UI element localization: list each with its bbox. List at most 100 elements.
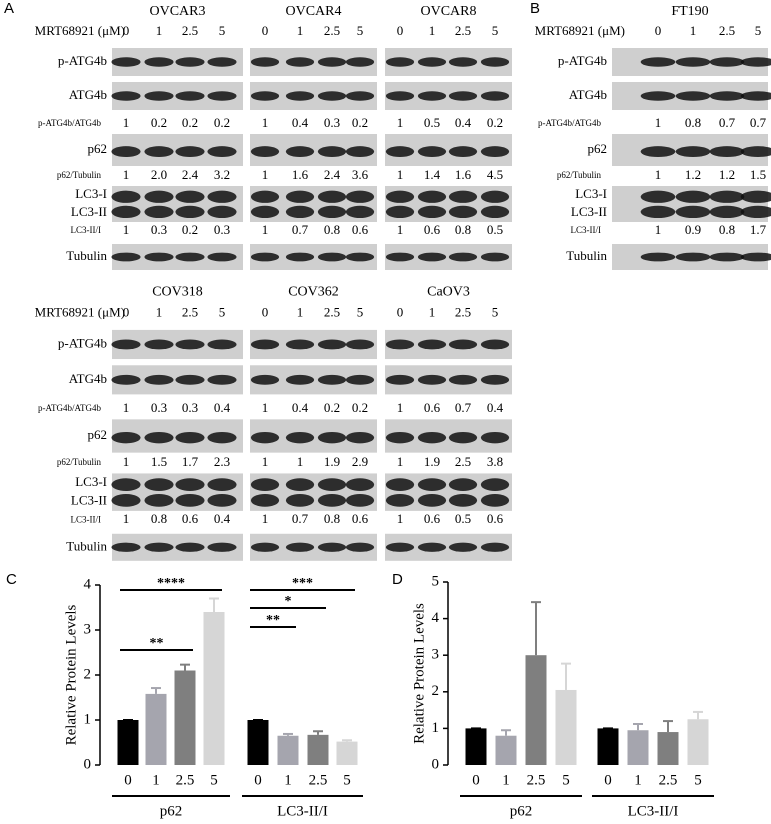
dose-label: 0 (397, 304, 404, 319)
blot-band (250, 494, 280, 507)
blot-band (144, 374, 174, 385)
blot-band (175, 339, 205, 350)
blot-band (175, 252, 205, 262)
ratio-value: 0.6 (487, 511, 504, 526)
blot-band (207, 478, 237, 492)
blot-band (740, 190, 771, 203)
blot-band (111, 478, 141, 492)
row-label: LC3-II (571, 204, 607, 219)
blot-band (385, 190, 415, 203)
ratio-value: 0.4 (292, 115, 309, 130)
blot-band (740, 205, 771, 219)
blot-band (385, 91, 415, 101)
blot-band (709, 57, 745, 67)
ratio-value: 0.2 (352, 115, 368, 130)
blot-band (417, 205, 447, 219)
blot-band (480, 432, 510, 444)
x-tick-label: 0 (254, 772, 262, 788)
blot-band (448, 146, 478, 158)
blot-band (480, 542, 510, 552)
blot-band (448, 252, 478, 262)
blot-band (250, 146, 280, 158)
panel-letter: C (6, 571, 17, 588)
blot-band (417, 542, 447, 552)
ratio-value: 0.8 (151, 511, 167, 526)
blot-band (480, 146, 510, 158)
blot-band (417, 339, 447, 350)
blot-band (175, 432, 205, 444)
blot-band (640, 252, 676, 262)
ratio-name: LC3-II/I (571, 225, 602, 235)
ratio-value: 0.2 (151, 115, 167, 130)
bar (117, 720, 139, 765)
blot-band (285, 494, 315, 507)
blot-band (709, 205, 745, 219)
ratio-value: 1.9 (424, 454, 440, 469)
ratio-value: 1 (123, 454, 130, 469)
blot-band (207, 494, 237, 507)
blot-band (709, 91, 745, 101)
blot-band (144, 252, 174, 262)
ratio-value: 0.5 (487, 222, 503, 237)
row-label: LC3-II (71, 493, 107, 508)
panel-letter: A (4, 0, 14, 17)
blot-band (385, 542, 415, 552)
blot-band (345, 146, 375, 158)
y-tick-label: 0 (432, 756, 440, 772)
blot-band (317, 432, 347, 444)
y-axis-label: Relative Protein Levels (63, 604, 79, 745)
blot-band (448, 57, 478, 67)
x-tick-label: 2.5 (527, 772, 546, 788)
blot-band (207, 190, 237, 203)
ratio-value: 0.2 (487, 115, 503, 130)
blot-band (175, 57, 205, 67)
blot-band (250, 374, 280, 385)
y-tick-label: 1 (84, 711, 92, 727)
blot-band (480, 339, 510, 350)
blot-band (317, 339, 347, 350)
y-tick-label: 0 (84, 756, 92, 772)
blot-band (111, 252, 141, 262)
x-tick-label: 5 (343, 772, 351, 788)
y-tick-label: 4 (84, 576, 92, 592)
ratio-value: 0.6 (424, 222, 441, 237)
bar (277, 735, 299, 765)
ratio-value: 3.8 (487, 454, 503, 469)
blot-band (207, 432, 237, 444)
blot-band (709, 146, 745, 158)
blot-band (144, 57, 174, 67)
blot-band (207, 146, 237, 158)
blot-band (317, 205, 347, 219)
dose-label: 2.5 (455, 304, 471, 319)
dose-label: 1 (429, 304, 436, 319)
blot-band (345, 252, 375, 262)
ratio-value: 0.8 (324, 511, 340, 526)
ratio-value: 0.7 (719, 115, 736, 130)
blot-band (175, 91, 205, 101)
blot-band (111, 205, 141, 219)
bar (525, 655, 547, 765)
blot-band (285, 190, 315, 203)
row-label: p62 (88, 427, 108, 442)
ratio-value: 0.2 (182, 222, 198, 237)
bar (203, 612, 225, 765)
ratio-value: 0.2 (324, 400, 340, 415)
dose-label: 0 (123, 304, 130, 319)
bar (657, 732, 679, 765)
blot-band (144, 542, 174, 552)
blot-band (144, 432, 174, 444)
blot-band (285, 432, 315, 444)
blot-band (417, 91, 447, 101)
blot-band (385, 339, 415, 350)
ratio-value: 1.9 (324, 454, 340, 469)
ratio-value: 0.3 (182, 400, 198, 415)
blot-band (111, 91, 141, 101)
y-tick-label: 3 (432, 647, 440, 663)
blot-band (740, 57, 771, 67)
ratio-value: 1 (397, 511, 404, 526)
group-label: p62 (160, 803, 183, 819)
panel-letter: B (530, 0, 540, 17)
blot-band (448, 339, 478, 350)
cell-line-title: CaOV3 (427, 285, 470, 300)
ratio-value: 0.2 (352, 400, 368, 415)
